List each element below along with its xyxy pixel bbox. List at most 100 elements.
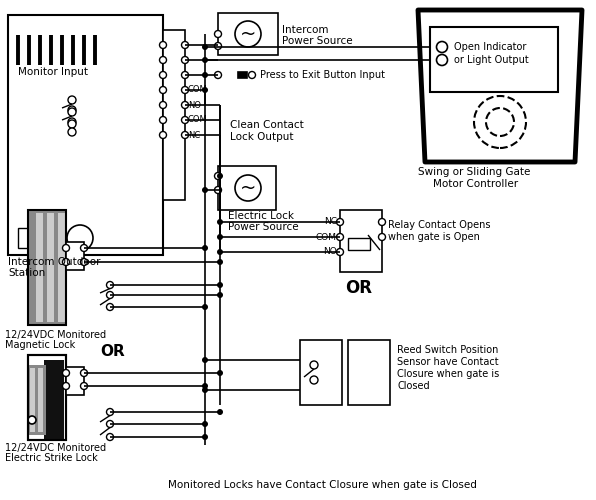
Text: Power Source: Power Source xyxy=(228,222,299,232)
Text: COM: COM xyxy=(316,232,337,241)
Text: NC: NC xyxy=(324,218,337,226)
Text: Press to Exit Button Input: Press to Exit Button Input xyxy=(260,70,385,80)
Circle shape xyxy=(182,56,188,64)
Text: Closure when gate is: Closure when gate is xyxy=(397,369,499,379)
Circle shape xyxy=(378,234,386,240)
Circle shape xyxy=(68,96,76,104)
Circle shape xyxy=(217,282,223,288)
Circle shape xyxy=(215,72,222,78)
Text: Power Source: Power Source xyxy=(282,36,353,46)
Bar xyxy=(8,15,163,255)
Bar xyxy=(58,213,65,322)
Circle shape xyxy=(202,72,208,78)
Polygon shape xyxy=(418,10,582,162)
Circle shape xyxy=(68,120,76,128)
Text: when gate is Open: when gate is Open xyxy=(388,232,480,242)
Bar xyxy=(163,30,185,200)
Circle shape xyxy=(160,86,166,94)
Text: OR: OR xyxy=(345,279,372,297)
Text: 12/24VDC Monitored: 12/24VDC Monitored xyxy=(5,443,106,453)
Text: NO: NO xyxy=(323,248,337,256)
Bar xyxy=(38,368,43,432)
Circle shape xyxy=(215,172,222,180)
Text: NO: NO xyxy=(188,100,201,110)
Circle shape xyxy=(235,21,261,47)
Circle shape xyxy=(68,118,76,126)
Circle shape xyxy=(80,370,88,376)
Circle shape xyxy=(182,132,188,138)
Circle shape xyxy=(80,382,88,390)
Circle shape xyxy=(215,186,222,194)
Bar xyxy=(218,13,278,55)
Circle shape xyxy=(80,258,88,266)
Circle shape xyxy=(217,409,223,415)
Circle shape xyxy=(202,187,208,193)
Circle shape xyxy=(63,382,70,390)
Text: Lock Output: Lock Output xyxy=(230,132,293,142)
Text: Electric Lock: Electric Lock xyxy=(228,211,294,221)
Circle shape xyxy=(68,108,76,116)
Circle shape xyxy=(202,383,208,389)
Bar xyxy=(28,365,46,435)
Bar xyxy=(28,210,66,325)
Circle shape xyxy=(378,218,386,226)
Text: ~: ~ xyxy=(240,178,256,198)
Text: ~: ~ xyxy=(240,24,256,44)
Text: Clean Contact: Clean Contact xyxy=(230,120,304,130)
Circle shape xyxy=(217,370,223,376)
Bar xyxy=(66,242,84,270)
Circle shape xyxy=(337,234,343,240)
Bar xyxy=(218,166,276,210)
Text: Intercom: Intercom xyxy=(282,25,328,35)
Circle shape xyxy=(182,102,188,108)
Circle shape xyxy=(202,57,208,63)
Circle shape xyxy=(182,116,188,123)
Text: Monitor Input: Monitor Input xyxy=(18,67,88,77)
Bar xyxy=(66,367,84,395)
Circle shape xyxy=(182,42,188,48)
Circle shape xyxy=(160,72,166,78)
Circle shape xyxy=(160,116,166,123)
Text: Open Indicator: Open Indicator xyxy=(454,42,526,52)
Circle shape xyxy=(67,225,93,251)
Text: COM: COM xyxy=(188,86,208,94)
Text: Sensor have Contact: Sensor have Contact xyxy=(397,357,499,367)
Bar xyxy=(18,228,56,248)
Text: Monitored Locks have Contact Closure when gate is Closed: Monitored Locks have Contact Closure whe… xyxy=(168,480,477,490)
Text: COM: COM xyxy=(188,116,208,124)
Circle shape xyxy=(202,44,208,50)
Circle shape xyxy=(28,416,36,424)
Circle shape xyxy=(160,56,166,64)
Circle shape xyxy=(107,292,113,298)
Bar xyxy=(30,368,35,432)
Bar xyxy=(28,210,66,325)
Bar xyxy=(300,340,342,405)
Text: Relay Contact Opens: Relay Contact Opens xyxy=(388,220,491,230)
Circle shape xyxy=(202,434,208,440)
Circle shape xyxy=(68,128,76,136)
Circle shape xyxy=(337,248,343,256)
Circle shape xyxy=(310,361,318,369)
Circle shape xyxy=(160,132,166,138)
Circle shape xyxy=(337,218,343,226)
Text: Intercom Outdoor: Intercom Outdoor xyxy=(8,257,101,267)
Circle shape xyxy=(202,421,208,427)
Circle shape xyxy=(202,304,208,310)
Circle shape xyxy=(202,87,208,93)
Text: Closed: Closed xyxy=(397,381,430,391)
Circle shape xyxy=(68,106,76,114)
Bar xyxy=(340,210,382,272)
Circle shape xyxy=(215,42,222,50)
Bar xyxy=(348,238,370,250)
Circle shape xyxy=(107,434,113,440)
Text: Swing or Sliding Gate: Swing or Sliding Gate xyxy=(418,167,530,177)
Text: 12/24VDC Monitored: 12/24VDC Monitored xyxy=(5,330,106,340)
Circle shape xyxy=(436,54,448,66)
Circle shape xyxy=(217,219,223,225)
Circle shape xyxy=(160,102,166,108)
Bar xyxy=(238,72,247,78)
Circle shape xyxy=(217,249,223,255)
Text: Motor Controller: Motor Controller xyxy=(433,179,518,189)
Text: NC: NC xyxy=(188,130,200,140)
Circle shape xyxy=(107,420,113,428)
